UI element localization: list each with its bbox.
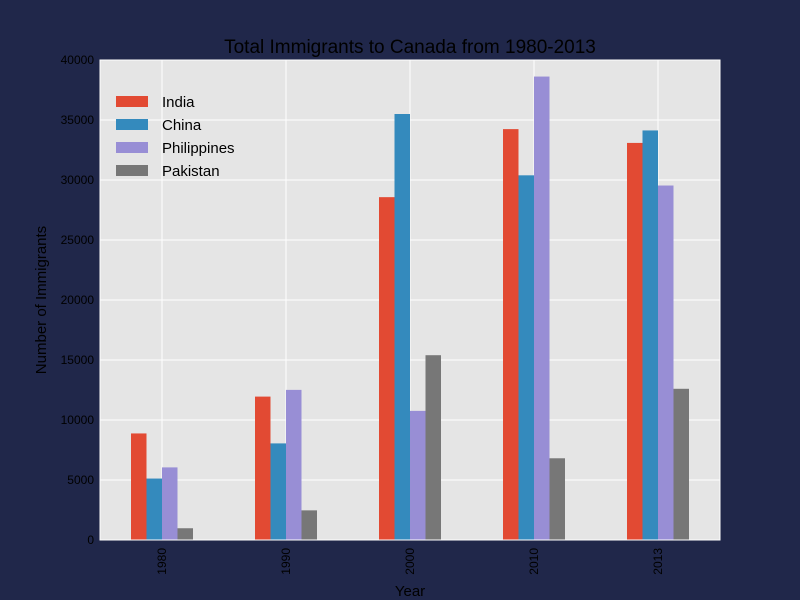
bar-china-2013 <box>642 130 658 540</box>
x-tick-label: 1990 <box>279 548 293 575</box>
bars <box>131 76 689 541</box>
bar-philippines-1980 <box>162 467 178 540</box>
legend-swatch-philippines <box>116 142 148 153</box>
bar-india-1990 <box>255 396 271 540</box>
bar-philippines-1990 <box>286 389 302 540</box>
x-tick-label: 1980 <box>155 548 169 575</box>
y-tick-label: 15000 <box>61 353 95 367</box>
y-axis-label: Number of Immigrants <box>33 226 50 374</box>
legend-label-china: China <box>162 117 202 134</box>
y-tick-label: 30000 <box>61 173 95 187</box>
bar-pakistan-1980 <box>177 528 193 540</box>
plot-frame <box>99 59 721 541</box>
bar-china-2010 <box>518 175 534 540</box>
bar-china-1980 <box>146 478 162 540</box>
y-tick-label: 40000 <box>61 53 95 67</box>
chart-title: Total Immigrants to Canada from 1980-201… <box>224 37 596 58</box>
bar-philippines-2000 <box>410 410 426 540</box>
x-tick-label: 2000 <box>403 548 417 575</box>
bar-pakistan-1990 <box>301 510 317 540</box>
bar-china-1990 <box>270 443 286 540</box>
bar-pakistan-2013 <box>673 388 689 540</box>
x-tick-label: 2013 <box>651 548 665 575</box>
bar-philippines-2010 <box>534 76 550 540</box>
bar-philippines-2013 <box>658 185 674 540</box>
legend-label-philippines: Philippines <box>162 140 235 157</box>
legend-label-india: India <box>162 94 195 111</box>
x-tick-label: 2010 <box>527 548 541 575</box>
y-tick-label: 25000 <box>61 233 95 247</box>
bar-pakistan-2000 <box>425 355 441 540</box>
bar-china-2000 <box>394 114 410 540</box>
legend-swatch-pakistan <box>116 165 148 176</box>
y-tick-label: 35000 <box>61 113 95 127</box>
bar-india-2013 <box>627 142 643 541</box>
x-axis-ticks: 1980 1990 2000 2010 2013 <box>155 548 665 575</box>
legend-label-pakistan: Pakistan <box>162 163 220 180</box>
legend: India China Philippines Pakistan <box>116 94 235 180</box>
y-tick-label: 5000 <box>67 473 94 487</box>
y-axis-ticks: 0 5000 10000 15000 20000 25000 30000 35000 40000 <box>61 53 95 547</box>
bar-india-1980 <box>131 433 147 540</box>
bar-india-2000 <box>379 197 395 540</box>
legend-swatch-china <box>116 119 148 130</box>
bar-india-2010 <box>503 129 519 540</box>
y-tick-label: 10000 <box>61 413 95 427</box>
x-axis-label: Year <box>395 583 425 600</box>
y-tick-label: 0 <box>87 533 94 547</box>
y-tick-label: 20000 <box>61 293 95 307</box>
legend-swatch-india <box>116 96 148 107</box>
bar-pakistan-2010 <box>549 458 565 540</box>
